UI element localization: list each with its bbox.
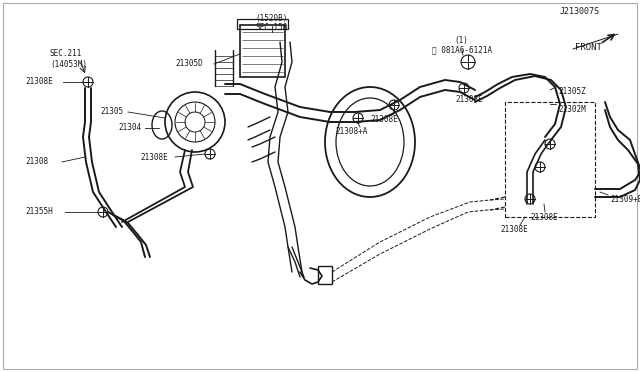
Text: 21308E: 21308E [370,115,397,124]
Bar [505,102,595,217]
Text: (14053M): (14053M) [50,60,87,68]
Text: 21308+A: 21308+A [335,128,367,137]
Text: 21308E: 21308E [530,212,557,221]
Bar [237,19,288,29]
Bar [240,25,285,77]
Bar [318,266,332,284]
Text: 21355H: 21355H [25,208,52,217]
Text: 21308: 21308 [25,157,48,167]
Text: 21308E: 21308E [500,225,528,234]
Text: 21305: 21305 [100,108,123,116]
Text: SEC.150: SEC.150 [255,22,287,32]
Text: 21302M: 21302M [558,106,586,115]
Text: (1520B): (1520B) [255,13,287,22]
Text: 21305D: 21305D [175,60,203,68]
Text: (1): (1) [454,35,468,45]
Text: 21308E: 21308E [140,153,168,161]
Text: 21308E: 21308E [455,94,483,103]
Text: 21305Z: 21305Z [558,87,586,96]
Text: 21304: 21304 [118,124,141,132]
Text: SEC.211: SEC.211 [50,49,83,58]
Text: J213007S: J213007S [560,7,600,16]
Text: FRONT: FRONT [575,42,602,51]
Text: ① 081A6-6121A: ① 081A6-6121A [432,45,492,55]
Text: 21308E: 21308E [25,77,52,87]
Text: 21309+B: 21309+B [610,196,640,205]
